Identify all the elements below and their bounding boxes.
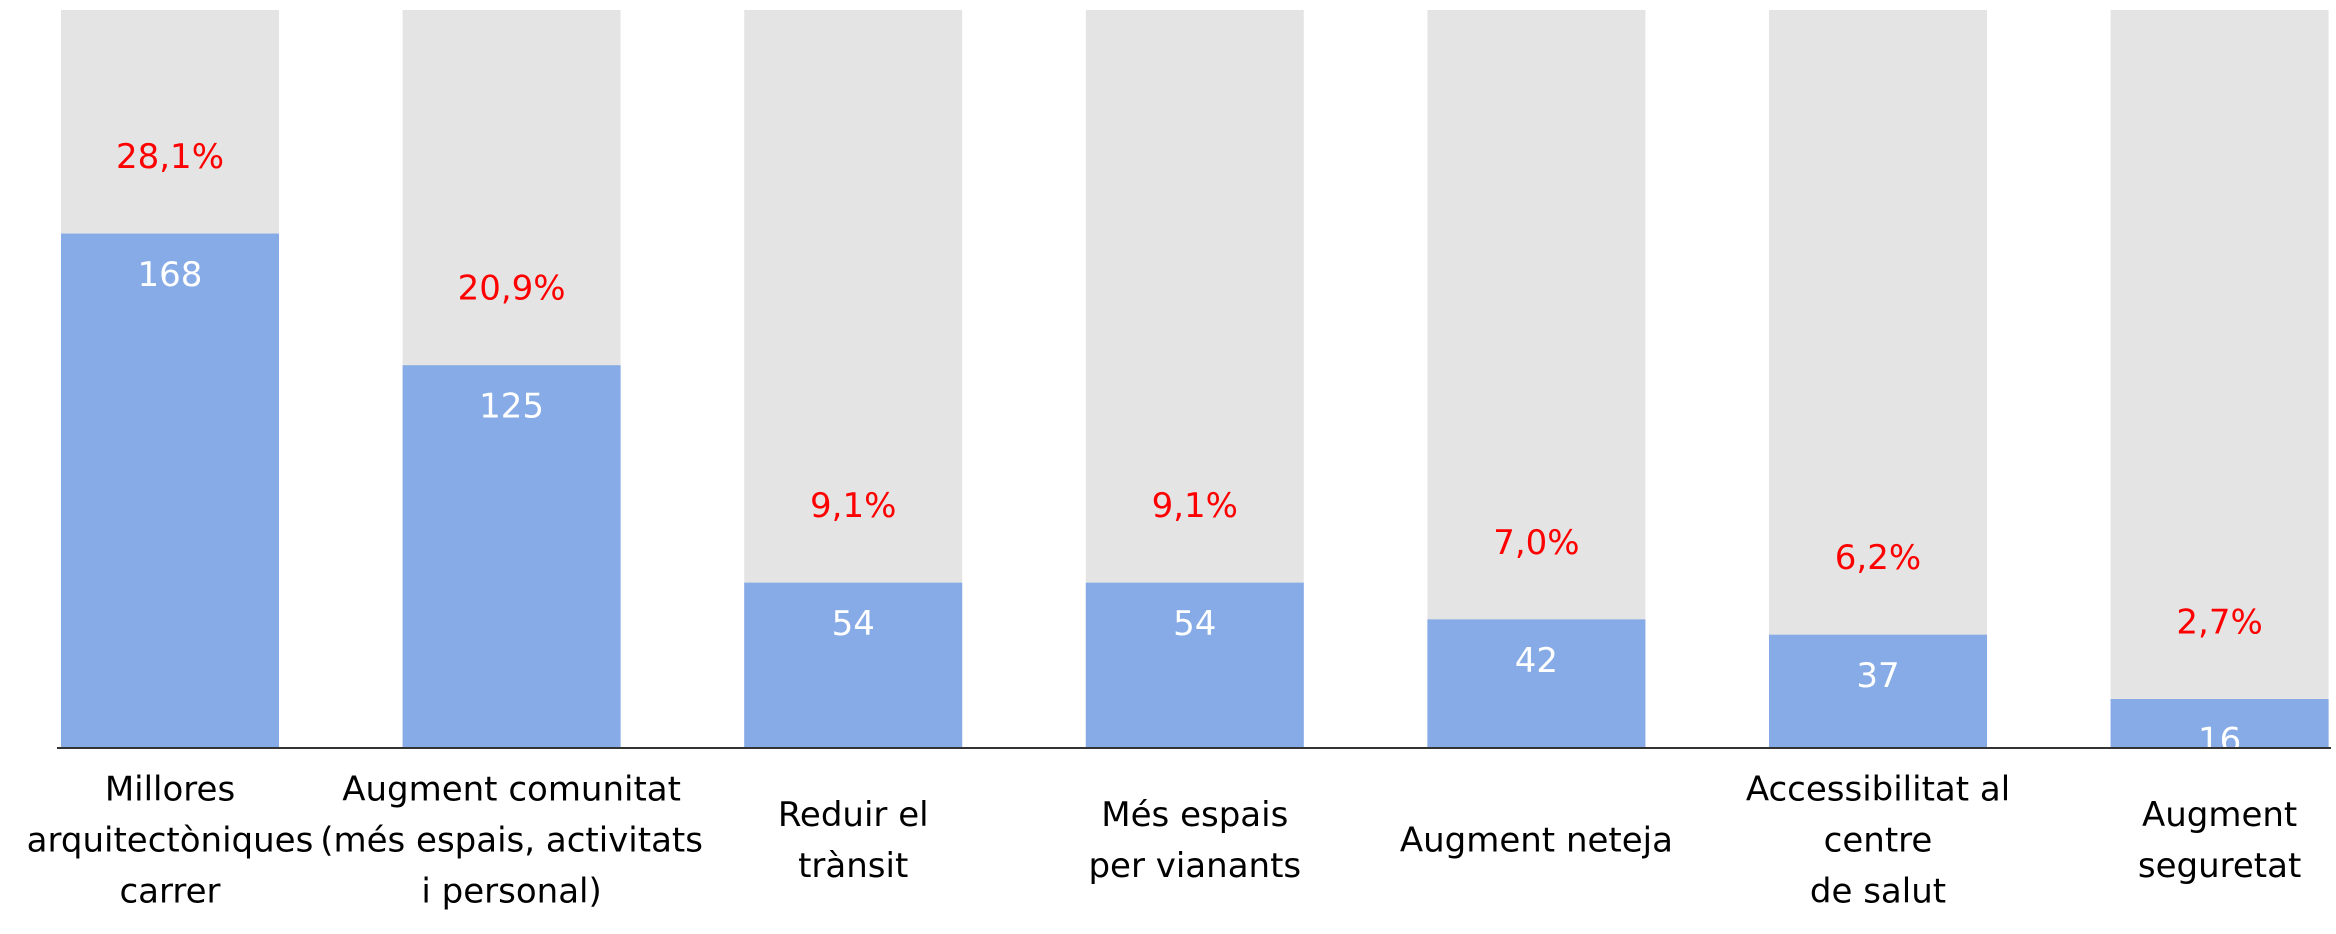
bar-background <box>2110 10 2329 748</box>
x-tick-label: trànsit <box>798 846 908 886</box>
x-tick-label: Millores <box>105 770 235 810</box>
value-label: 54 <box>832 604 875 644</box>
value-label: 42 <box>1515 641 1558 681</box>
x-tick-label: i personal) <box>421 872 601 912</box>
value-label: 168 <box>138 255 203 295</box>
value-label: 125 <box>479 387 544 427</box>
x-tick-label: per vianants <box>1088 846 1301 886</box>
value-label: 37 <box>1856 656 1899 696</box>
x-tick-label: (més espais, activitats <box>320 821 703 861</box>
bar-background <box>1769 10 1987 748</box>
x-tick-label: de salut <box>1810 872 1946 912</box>
share-label: 28,1% <box>116 137 224 177</box>
bar <box>1085 582 1304 748</box>
share-label: 7,0% <box>1493 523 1579 563</box>
share-label: 6,2% <box>1835 538 1921 578</box>
value-label: 54 <box>1173 604 1216 644</box>
x-tick-label: Reduir el <box>778 795 929 835</box>
x-tick-label: arquitectòniques <box>27 821 314 861</box>
value-label: 16 <box>2198 721 2241 761</box>
x-tick-label: seguretat <box>2138 846 2301 886</box>
share-label: 9,1% <box>810 486 896 526</box>
x-tick-label: carrer <box>119 872 220 912</box>
x-tick-label: centre <box>1824 821 1933 861</box>
bar <box>1427 619 1646 748</box>
x-tick-label: Augment <box>2142 795 2297 835</box>
bar <box>402 365 621 748</box>
share-label: 9,1% <box>1152 486 1238 526</box>
bar <box>61 233 279 748</box>
bar <box>744 582 963 748</box>
x-tick-label: Accessibilitat al <box>1746 770 2010 810</box>
x-tick-label: Més espais <box>1101 795 1288 835</box>
bar <box>1769 634 1987 748</box>
x-tick-label: Augment neteja <box>1400 821 1673 861</box>
bar <box>2110 699 2329 748</box>
share-label: 20,9% <box>458 269 566 309</box>
share-label: 2,7% <box>2176 603 2262 643</box>
x-tick-label: Augment comunitat <box>342 770 681 810</box>
